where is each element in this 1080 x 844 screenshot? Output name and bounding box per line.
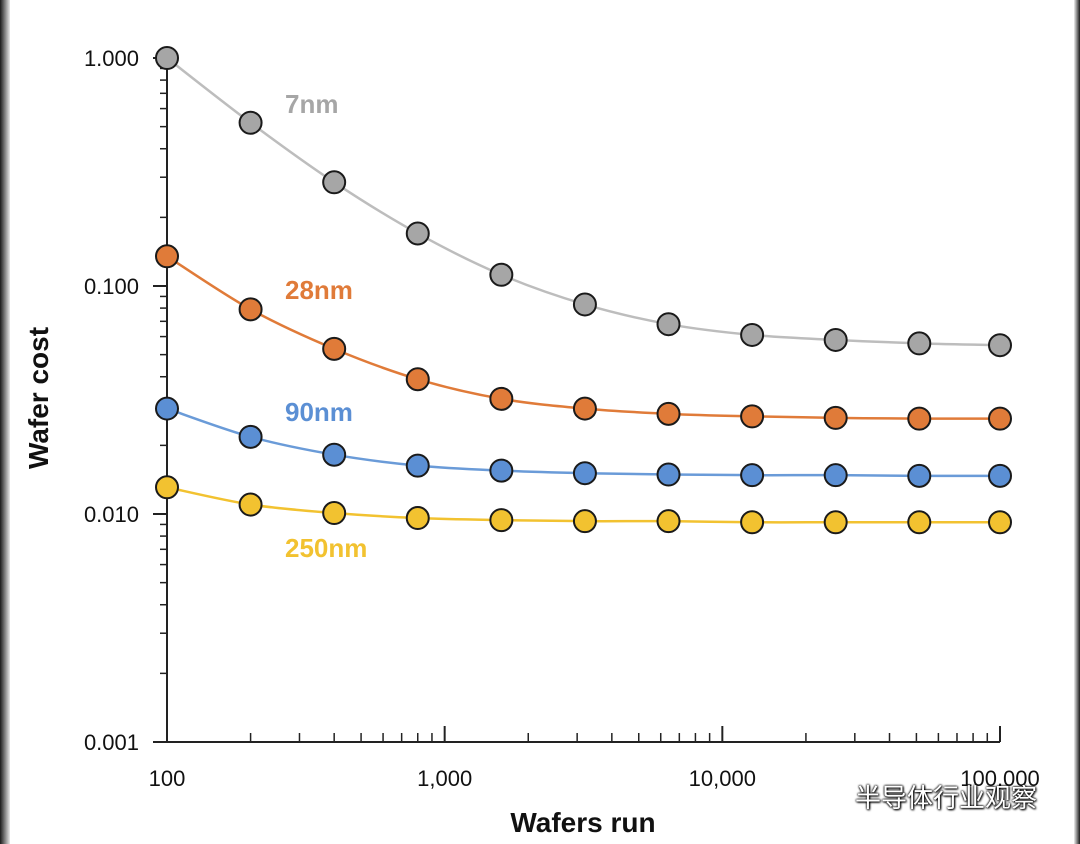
x-tick-label: 10,000	[689, 766, 756, 791]
data-point-7nm	[823, 327, 848, 352]
y-tick-label: 0.010	[84, 502, 139, 527]
wechat-icon	[815, 784, 848, 809]
data-point-90nm	[322, 442, 347, 467]
data-point-90nm	[907, 463, 932, 488]
data-point-250nm	[238, 492, 263, 517]
series-label-28nm: 28nm	[285, 275, 353, 305]
y-tick-label: 0.001	[84, 730, 139, 755]
x-tick-label: 1,000	[417, 766, 472, 791]
data-point-250nm	[907, 510, 932, 535]
data-point-90nm	[572, 461, 597, 486]
data-point-28nm	[238, 297, 263, 322]
data-point-250nm	[988, 510, 1012, 535]
data-point-250nm	[572, 509, 597, 534]
data-point-250nm	[489, 508, 514, 533]
y-axis-title: Wafer cost	[23, 327, 54, 469]
data-point-28nm	[155, 244, 179, 269]
data-point-250nm	[740, 510, 765, 535]
data-point-28nm	[823, 405, 848, 430]
left-edge-shadow	[0, 0, 10, 844]
data-point-7nm	[489, 262, 514, 287]
series-points	[155, 46, 1012, 535]
data-point-90nm	[405, 453, 430, 478]
data-point-7nm	[405, 221, 430, 246]
watermark: 半导体行业观察	[815, 778, 1037, 815]
y-tick-label: 1.000	[84, 46, 139, 71]
y-axis-ticks: 0.001 0.010 0.100 1.000	[84, 46, 167, 755]
watermark-text: 半导体行业观察	[855, 784, 1038, 814]
data-point-90nm	[238, 424, 263, 449]
data-point-90nm	[740, 463, 765, 488]
data-point-90nm	[489, 458, 514, 483]
data-point-28nm	[489, 386, 514, 411]
data-point-250nm	[656, 509, 681, 534]
data-point-28nm	[572, 396, 597, 421]
series-label-7nm: 7nm	[285, 89, 338, 119]
data-point-28nm	[405, 367, 430, 392]
data-point-90nm	[155, 396, 179, 421]
data-point-250nm	[322, 501, 347, 526]
data-point-7nm	[238, 110, 263, 135]
data-point-250nm	[405, 506, 430, 531]
data-point-7nm	[988, 333, 1012, 358]
data-point-7nm	[572, 292, 597, 317]
data-point-250nm	[155, 475, 179, 500]
data-point-28nm	[656, 401, 681, 426]
x-tick-label: 100	[149, 766, 186, 791]
data-point-28nm	[988, 406, 1012, 431]
data-point-90nm	[823, 463, 848, 488]
y-tick-label: 0.100	[84, 274, 139, 299]
data-point-90nm	[988, 463, 1012, 488]
data-point-7nm	[155, 46, 179, 70]
x-axis-title: Wafers run	[510, 807, 655, 838]
data-point-7nm	[740, 322, 765, 347]
data-point-28nm	[907, 406, 932, 431]
data-point-7nm	[322, 170, 347, 195]
data-point-28nm	[322, 336, 347, 361]
data-point-7nm	[656, 312, 681, 337]
series-label-90nm: 90nm	[285, 397, 353, 427]
series-labels: 7nm 28nm 90nm 250nm	[285, 89, 367, 563]
data-point-250nm	[823, 510, 848, 535]
series-label-250nm: 250nm	[285, 533, 367, 563]
data-point-28nm	[740, 404, 765, 429]
data-point-7nm	[907, 331, 932, 356]
x-tick-label: 100,000	[960, 766, 1040, 791]
right-edge-shadow	[1074, 0, 1080, 844]
x-axis-ticks: 100 1,000 10,000 100,000	[149, 726, 1040, 791]
data-point-90nm	[656, 462, 681, 487]
